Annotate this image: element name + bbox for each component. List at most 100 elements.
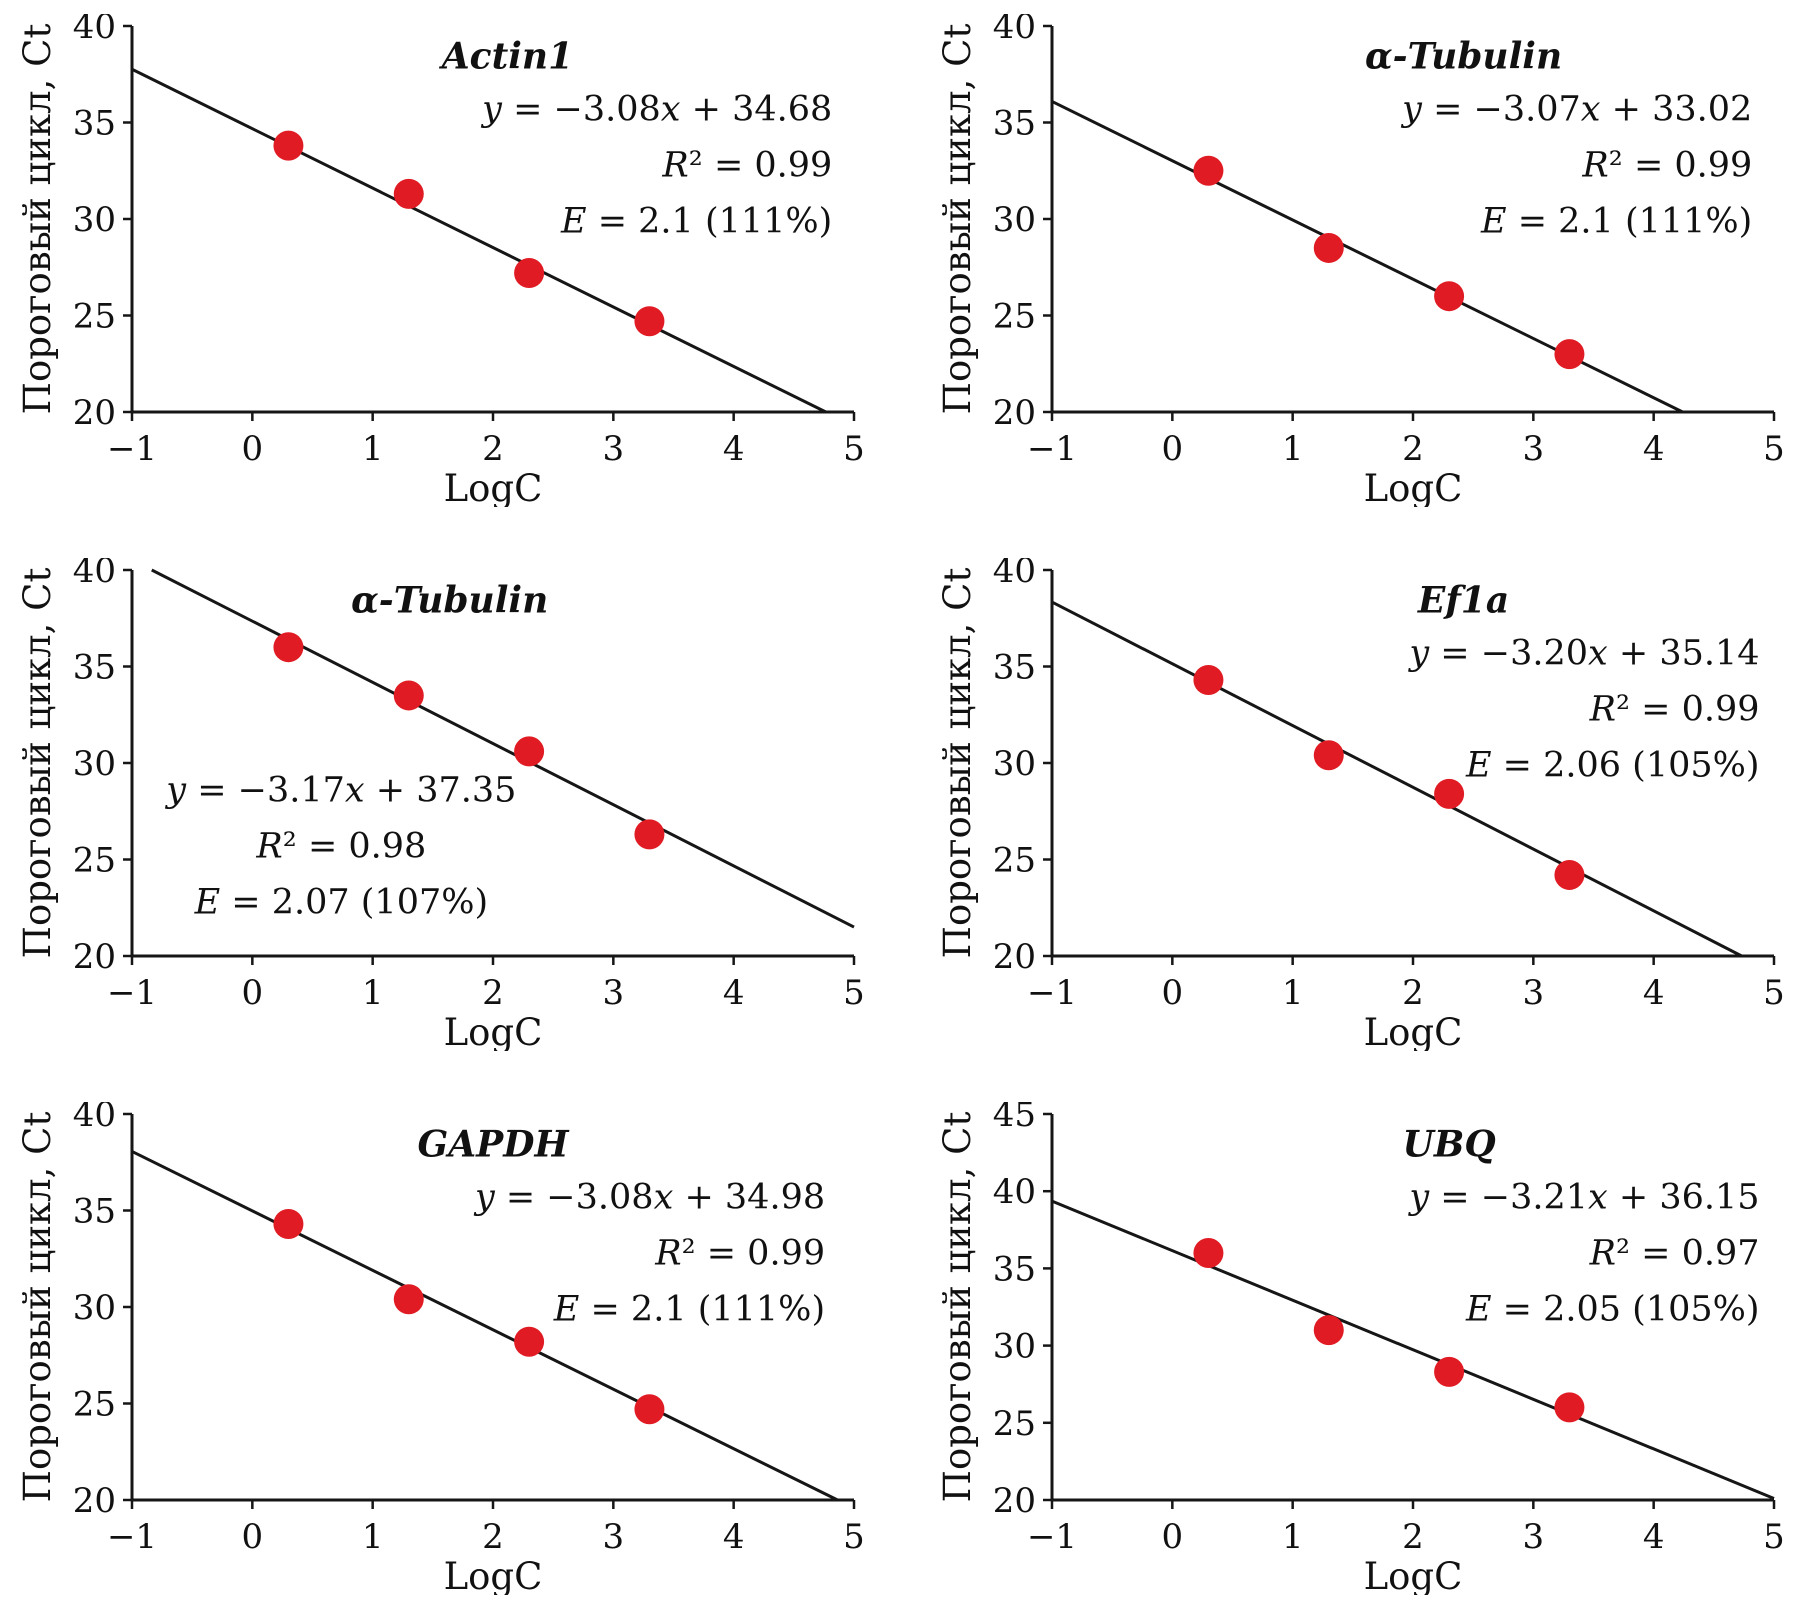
x-tick-label: −1	[1027, 1517, 1077, 1557]
data-point	[1193, 155, 1224, 186]
x-tick-label: 3	[1523, 1517, 1545, 1557]
y-tick-label: 35	[73, 1192, 116, 1232]
x-tick-label: 0	[1162, 973, 1184, 1013]
efficiency-label: E = 2.1 (111%)	[1480, 202, 1752, 242]
x-tick-label: 1	[362, 973, 384, 1013]
chart-title: Ef1a	[1417, 579, 1509, 621]
x-axis-label: LogC	[444, 467, 543, 507]
y-tick-label: 25	[73, 297, 116, 337]
r-squared-label: R² = 0.99	[661, 146, 832, 186]
data-point	[1434, 281, 1465, 312]
x-tick-label: 1	[1282, 973, 1304, 1013]
x-tick-label: −1	[107, 1517, 157, 1557]
x-tick-label: 0	[1162, 429, 1184, 469]
chart-gapdh: −1 0 1 2 3 4 5 20 25 30 35 40 LogC Пороговый цикл, Ct…	[20, 1102, 870, 1595]
data-point	[1554, 339, 1585, 370]
chart-canvas: −1 0 1 2 3 4 5 20 25 30 35 40 LogC Пороговый цикл, Ct…	[20, 558, 865, 1051]
y-axis-label: Пороговый цикл, Ct	[20, 1112, 59, 1503]
chart-canvas: −1 0 1 2 3 4 5 20 25 30 35 40 LogC Пороговый цикл, Ct…	[940, 14, 1785, 507]
y-tick-label: 30	[73, 744, 116, 784]
chart-title: α-Tubulin	[1365, 35, 1562, 77]
fit-line	[1051, 600, 1743, 958]
x-tick-label: 5	[1763, 1517, 1785, 1557]
x-tick-label: 3	[1523, 973, 1545, 1013]
x-tick-label: 3	[603, 429, 625, 469]
equation-label: y = −3.20x + 35.14	[1407, 634, 1759, 674]
y-tick-label: 20	[73, 1481, 116, 1521]
x-tick-label: 0	[1162, 1517, 1184, 1557]
y-tick-label: 30	[993, 744, 1036, 784]
data-point	[273, 632, 304, 663]
fit-line	[1051, 1199, 1775, 1500]
efficiency-label: E = 2.1 (111%)	[553, 1290, 825, 1330]
fit-line	[151, 568, 855, 929]
y-tick-label: 30	[993, 1327, 1036, 1367]
x-tick-label: 2	[1402, 1517, 1424, 1557]
efficiency-label: E = 2.07 (107%)	[194, 883, 489, 923]
chart-a-tubulin-1: −1 0 1 2 3 4 5 20 25 30 35 40 LogC Пороговый цикл, Ct…	[940, 14, 1790, 507]
y-axis-label: Пороговый цикл, Ct	[940, 1112, 979, 1503]
chart-actin1: −1 0 1 2 3 4 5 20 25 30 35 40 LogC Пороговый цикл, Ct…	[20, 14, 870, 507]
r-squared-label: R² = 0.97	[1589, 1234, 1760, 1274]
data-point	[514, 1326, 545, 1357]
efficiency-label: E = 2.1 (111%)	[560, 202, 832, 242]
data-point	[1434, 1356, 1465, 1387]
data-point	[393, 178, 424, 209]
y-tick-label: 25	[73, 1385, 116, 1425]
data-point	[634, 819, 665, 850]
y-tick-label: 40	[993, 1172, 1036, 1212]
x-tick-label: 3	[603, 1517, 625, 1557]
r-squared-label: R² = 0.98	[255, 827, 426, 867]
efficiency-label: E = 2.06 (105%)	[1465, 746, 1760, 786]
x-tick-label: 5	[843, 1517, 865, 1557]
x-tick-label: 5	[843, 973, 865, 1013]
x-axis-label: LogC	[1364, 1555, 1463, 1595]
data-point	[514, 258, 545, 289]
data-point	[1554, 859, 1585, 890]
y-tick-label: 20	[73, 393, 116, 433]
y-tick-label: 20	[993, 937, 1036, 977]
data-point	[1193, 1237, 1224, 1268]
fit-line	[131, 1150, 839, 1502]
r-squared-label: R² = 0.99	[1581, 146, 1752, 186]
x-tick-label: 4	[1643, 429, 1665, 469]
x-axis-label: LogC	[444, 1555, 543, 1595]
x-tick-label: −1	[107, 973, 157, 1013]
x-axis-label: LogC	[1364, 1011, 1463, 1051]
data-point	[634, 306, 665, 337]
equation-label: y = −3.08x + 34.98	[473, 1178, 825, 1218]
r-squared-label: R² = 0.99	[654, 1234, 825, 1274]
x-tick-label: 2	[1402, 973, 1424, 1013]
y-tick-label: 30	[73, 1288, 116, 1328]
data-point	[1434, 778, 1465, 809]
equation-label: y = −3.21x + 36.15	[1407, 1178, 1759, 1218]
y-tick-label: 20	[993, 1481, 1036, 1521]
chart-canvas: −1 0 1 2 3 4 5 20 25 30 35 40 LogC Пороговый цикл, Ct…	[20, 14, 865, 507]
x-tick-label: 1	[362, 1517, 384, 1557]
data-point	[1313, 740, 1344, 771]
x-tick-label: 1	[362, 429, 384, 469]
y-tick-label: 40	[73, 14, 116, 47]
x-tick-label: 4	[1643, 973, 1665, 1013]
chart-title: UBQ	[1403, 1123, 1496, 1165]
y-tick-label: 45	[993, 1102, 1036, 1135]
y-tick-label: 25	[73, 841, 116, 881]
y-tick-label: 40	[73, 558, 116, 591]
x-tick-label: 4	[723, 973, 745, 1013]
x-tick-label: 4	[723, 429, 745, 469]
y-tick-label: 25	[993, 297, 1036, 337]
y-tick-label: 35	[73, 648, 116, 688]
data-point	[1193, 665, 1224, 696]
y-tick-label: 35	[73, 104, 116, 144]
chart-a-tubulin-2: −1 0 1 2 3 4 5 20 25 30 35 40 LogC Пороговый цикл, Ct…	[20, 558, 870, 1051]
x-tick-label: 2	[482, 1517, 504, 1557]
chart-ef1a: −1 0 1 2 3 4 5 20 25 30 35 40 LogC Пороговый цикл, Ct…	[940, 558, 1790, 1051]
y-tick-label: 20	[73, 937, 116, 977]
y-tick-label: 20	[993, 393, 1036, 433]
data-point	[393, 1284, 424, 1315]
y-tick-label: 40	[993, 558, 1036, 591]
chart-canvas: −1 0 1 2 3 4 5 20 25 30 35 40 LogC Пороговый цикл, Ct…	[940, 558, 1785, 1051]
chart-title: GAPDH	[418, 1123, 570, 1165]
y-axis-label: Пороговый цикл, Ct	[940, 568, 979, 959]
